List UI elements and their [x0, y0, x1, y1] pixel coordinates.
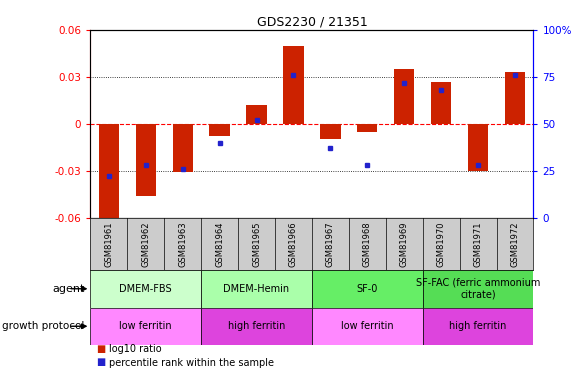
Text: high ferritin: high ferritin [228, 321, 285, 331]
Bar [247, 105, 266, 124]
Text: low ferritin: low ferritin [341, 321, 394, 331]
Bar [90, 270, 201, 308]
Text: low ferritin: low ferritin [120, 321, 172, 331]
Bar [136, 124, 156, 196]
Text: DMEM-FBS: DMEM-FBS [120, 284, 172, 294]
Bar [312, 270, 423, 308]
Bar [423, 308, 533, 345]
Bar [505, 72, 525, 124]
Bar [201, 308, 312, 345]
Text: GSM81962: GSM81962 [141, 222, 150, 267]
Bar [357, 124, 377, 132]
Bar [209, 124, 230, 136]
Bar [90, 308, 201, 345]
Text: SF-FAC (ferric ammonium
citrate): SF-FAC (ferric ammonium citrate) [416, 278, 540, 300]
Text: ■: ■ [96, 357, 106, 368]
Text: GSM81963: GSM81963 [178, 222, 187, 267]
Text: ■: ■ [96, 344, 106, 354]
Text: DMEM-Hemin: DMEM-Hemin [223, 284, 290, 294]
Text: GSM81961: GSM81961 [104, 222, 113, 267]
Bar [468, 124, 488, 171]
Text: GSM81969: GSM81969 [400, 222, 409, 267]
Text: SF-0: SF-0 [357, 284, 378, 294]
Text: log10 ratio: log10 ratio [109, 344, 161, 354]
Text: GSM81966: GSM81966 [289, 222, 298, 267]
Text: GSM81964: GSM81964 [215, 222, 224, 267]
Text: percentile rank within the sample: percentile rank within the sample [109, 357, 274, 368]
Bar [99, 124, 119, 220]
Text: GSM81967: GSM81967 [326, 222, 335, 267]
Text: growth protocol: growth protocol [2, 321, 85, 331]
Title: GDS2230 / 21351: GDS2230 / 21351 [257, 16, 367, 29]
Text: GSM81971: GSM81971 [473, 222, 483, 267]
Text: GSM81968: GSM81968 [363, 222, 372, 267]
Text: agent: agent [52, 284, 85, 294]
Bar [423, 270, 533, 308]
Text: GSM81970: GSM81970 [437, 222, 445, 267]
Bar [173, 124, 193, 172]
Text: GSM81972: GSM81972 [511, 222, 519, 267]
Text: GSM81965: GSM81965 [252, 222, 261, 267]
Bar [201, 270, 312, 308]
Bar [283, 46, 304, 124]
Bar [394, 69, 415, 124]
Bar [312, 308, 423, 345]
Bar [431, 82, 451, 124]
Text: high ferritin: high ferritin [449, 321, 507, 331]
Bar [320, 124, 340, 140]
